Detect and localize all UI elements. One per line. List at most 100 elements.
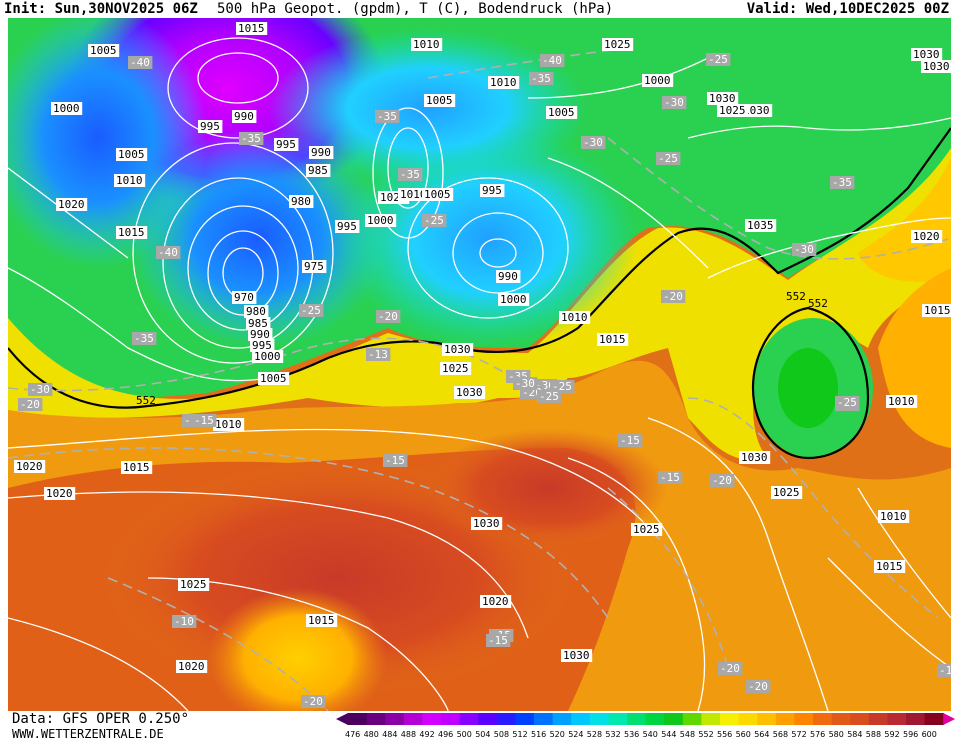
temperature-label-bg — [618, 434, 643, 447]
temperature-label: -25 — [552, 380, 572, 393]
temperature-label: -15 — [194, 414, 214, 427]
geopotential-label: 552 — [136, 394, 156, 407]
colorbar-tick-label: 564 — [754, 730, 769, 739]
colorbar-tick-label: 592 — [884, 730, 899, 739]
pressure-label: 1005 — [426, 94, 453, 107]
colorbar-tick-label: 532 — [605, 730, 620, 739]
pressure-label-bg — [116, 226, 148, 239]
pressure-label-bg — [561, 649, 593, 662]
init-time-label: Init: Sun,30NOV2025 06Z — [4, 1, 198, 17]
pressure-label: 1005 — [548, 106, 575, 119]
pressure-label-bg — [411, 38, 443, 51]
pressure-label: 1025 — [773, 486, 800, 499]
pressure-label: 1015 — [123, 461, 150, 474]
temperature-label-bg — [422, 214, 447, 227]
colorbar-tick-label: 572 — [791, 730, 806, 739]
pressure-label: 980 — [246, 305, 266, 318]
colorbar-cell — [366, 713, 386, 725]
temperature-label: -35 — [134, 332, 154, 345]
temperature-label-bg — [376, 310, 401, 323]
pressure-label-bg — [51, 102, 83, 115]
chart-title: 500 hPa Geopot. (gpdm), T (C), Bodendruc… — [217, 1, 614, 17]
pressure-label-bg — [252, 350, 284, 363]
colorbar-tick-label: 540 — [643, 730, 658, 739]
colorbar-cell — [403, 713, 423, 725]
pressure-label: 1020 — [58, 198, 85, 211]
colorbar-cell — [571, 713, 591, 725]
colorbar-tick-label: 568 — [773, 730, 788, 739]
colorbar-tick-label: 488 — [401, 730, 416, 739]
pressure-label-bg — [498, 293, 530, 306]
temperature-label-bg — [746, 680, 771, 693]
colorbar-cell — [441, 713, 461, 725]
colorbar-tick-label: 500 — [457, 730, 472, 739]
colorbar-cell — [534, 713, 554, 725]
pressure-label-bg — [178, 578, 210, 591]
temperature-label: -25 — [837, 396, 857, 409]
pressure-label-bg — [874, 560, 906, 573]
pressure-label-bg — [424, 94, 456, 107]
colorbar-tick-label: 480 — [364, 730, 379, 739]
colorbar-tick-label: 528 — [587, 730, 602, 739]
temperature-label: -35 — [531, 72, 551, 85]
colorbar-cell — [385, 713, 405, 725]
pressure-label: 975 — [304, 260, 324, 273]
colorbar-tick-label: 600 — [922, 730, 937, 739]
temperature-label-bg — [718, 662, 743, 675]
pressure-label-bg — [886, 395, 918, 408]
colorbar-tick-label: 584 — [847, 730, 862, 739]
temperature-label-bg — [835, 396, 860, 409]
pressure-label-bg — [250, 339, 275, 352]
temperature-label-bg — [710, 474, 735, 487]
pressure-label-bg — [14, 460, 46, 473]
temperature-label: -40 — [130, 56, 150, 69]
pressure-label: 1000 — [367, 214, 394, 227]
pressure-label: 985 — [308, 164, 328, 177]
colorbar-tick-label: 556 — [717, 730, 732, 739]
temperature-label-bg — [706, 53, 731, 66]
temperature-label: -30 — [30, 383, 50, 396]
pressure-label: 1030 — [563, 649, 590, 662]
pressure-label: 985 — [248, 317, 268, 330]
temperature-label: -25 — [539, 390, 559, 403]
pressure-label: 1025 — [180, 578, 207, 591]
temperature-label-bg — [661, 290, 686, 303]
temperature-label: -20 — [20, 398, 40, 411]
pressure-label-bg — [114, 174, 146, 187]
pressure-label-bg — [244, 305, 269, 318]
temperature-label-bg — [656, 152, 681, 165]
pressure-label: 990 — [234, 110, 254, 123]
colorbar-cell — [478, 713, 498, 725]
pressure-label: 1020 — [482, 595, 509, 608]
colorbar-cell — [459, 713, 479, 725]
pressure-label: 990 — [250, 328, 270, 341]
pressure-label-bg — [422, 188, 454, 201]
temperature-label-bg — [239, 132, 264, 145]
geopotential-552-cutoff — [751, 306, 870, 460]
colorbar-tick-label: 504 — [475, 730, 490, 739]
geopotential-label: 552 — [786, 290, 806, 303]
pressure-label-bg — [248, 328, 273, 341]
temperature-label: -20 — [720, 662, 740, 675]
temperature-label: -35 — [400, 168, 420, 181]
pressure-label-layer: 9951005101010009909959951005101010201015… — [14, 22, 951, 673]
temperature-label: -25 — [424, 214, 444, 227]
temperature-label: -30 — [515, 377, 535, 390]
pressure-label: 1000 — [500, 293, 527, 306]
colorbar-cell — [775, 713, 795, 725]
pressure-label: 1010 — [215, 418, 242, 431]
pressure-label: 1025 — [442, 362, 469, 375]
colorbar-tick-label: 476 — [345, 730, 360, 739]
pressure-label: 1030 — [741, 451, 768, 464]
pressure-label-bg — [56, 198, 88, 211]
valid-time-label: Valid: Wed,10DEC2025 00Z — [746, 1, 949, 17]
pressure-label: 1020 — [913, 230, 940, 243]
colorbar: 476 480 484 488 492 496 500 504 508 512 516 520 524 5… — [336, 713, 956, 739]
pressure-label-bg — [739, 451, 771, 464]
chart-header: Init: Sun,30NOV2025 06Z 500 hPa Geopot. … — [0, 0, 959, 18]
colorbar-tick-label: 596 — [903, 730, 918, 739]
colorbar-tick-label: 524 — [568, 730, 583, 739]
pressure-label: 1015 — [308, 614, 335, 627]
pressure-label-bg — [496, 270, 521, 283]
pressure-label: 1010 — [400, 188, 427, 201]
